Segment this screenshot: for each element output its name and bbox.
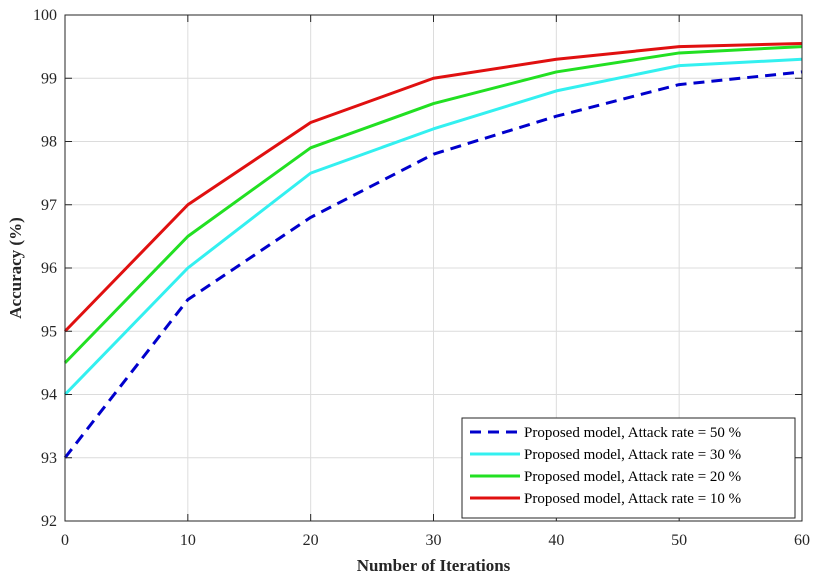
series-lines [63, 41, 803, 459]
legend: Proposed model, Attack rate = 50 % Propos… [461, 417, 796, 519]
y-tick-label: 94 [41, 387, 57, 404]
grid-lines [65, 15, 802, 521]
y-tick-label: 93 [41, 450, 57, 467]
series-line-4 [63, 41, 803, 333]
x-tick-label: 40 [548, 532, 564, 549]
x-tick-label: 60 [794, 532, 810, 549]
y-tick-label: 96 [41, 260, 57, 277]
series-line-1 [63, 70, 803, 459]
x-tick-label: 30 [426, 532, 442, 549]
series-line-2 [63, 57, 803, 396]
x-tick-label: 10 [180, 532, 196, 549]
y-tick-label: 95 [41, 323, 57, 340]
x-tick-label: 50 [671, 532, 687, 549]
legend-label: Proposed model, Attack rate = 30 % [524, 447, 741, 463]
y-tick-label: 92 [41, 513, 57, 530]
x-tick-label: 20 [303, 532, 319, 549]
legend-label: Proposed model, Attack rate = 20 % [524, 469, 741, 485]
legend-label: Proposed model, Attack rate = 10 % [524, 491, 741, 507]
y-axis-label: Accuracy (%) [6, 217, 25, 319]
y-tick-label: 97 [41, 197, 57, 214]
legend-label: Proposed model, Attack rate = 50 % [524, 425, 741, 441]
x-axis-ticks: 0 10 20 30 40 50 60 [61, 15, 810, 549]
x-tick-label: 0 [61, 532, 69, 549]
series-line-3 [63, 45, 803, 364]
y-axis-ticks: 92 93 94 95 96 97 98 99 100 [33, 7, 802, 530]
y-tick-label: 98 [41, 134, 57, 151]
x-axis-label: Number of Iterations [357, 556, 511, 575]
y-tick-label: 100 [33, 7, 57, 24]
legend-box [461, 417, 796, 519]
y-tick-label: 99 [41, 70, 57, 87]
